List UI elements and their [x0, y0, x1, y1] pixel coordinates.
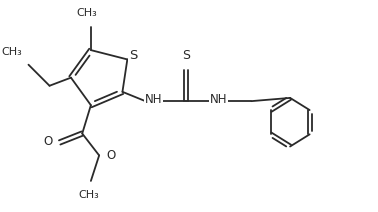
Text: NH: NH — [145, 93, 163, 106]
Text: S: S — [182, 49, 191, 62]
Text: O: O — [106, 149, 115, 162]
Text: NH: NH — [210, 93, 228, 106]
Text: CH₃: CH₃ — [1, 47, 22, 57]
Text: CH₃: CH₃ — [79, 190, 99, 200]
Text: CH₃: CH₃ — [77, 8, 98, 18]
Text: S: S — [129, 49, 137, 62]
Text: O: O — [44, 135, 53, 148]
